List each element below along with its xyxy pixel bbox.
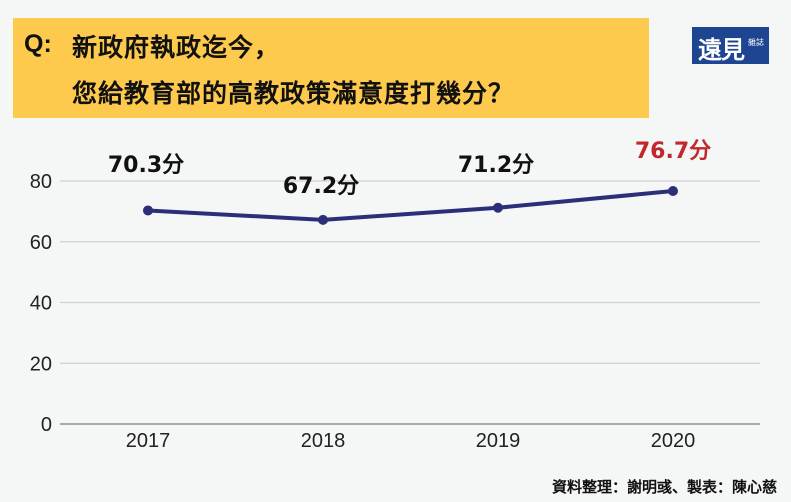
question-line-1: 新政府執政迄今，	[72, 33, 281, 62]
logo-main-text: 遠見	[698, 35, 745, 64]
logo-sub-text: 雜誌	[748, 38, 764, 47]
data-point-marker	[668, 186, 678, 197]
data-label: 70.3分	[108, 153, 184, 178]
question-box	[13, 18, 649, 118]
x-tick-label: 2017	[126, 430, 171, 452]
y-tick-label: 80	[30, 171, 52, 193]
y-tick-label: 0	[41, 414, 52, 436]
question-line-2: 您給教育部的高教政策滿意度打幾分？	[72, 79, 515, 108]
y-tick-label: 60	[30, 232, 52, 254]
x-tick-label: 2020	[651, 430, 696, 452]
brand-logo: 遠見 雜誌	[692, 27, 769, 64]
data-point-marker	[318, 214, 328, 225]
x-tick-label: 2018	[301, 430, 346, 452]
y-tick-label: 40	[30, 293, 52, 315]
data-point-marker	[493, 202, 503, 213]
data-label: 76.7分	[635, 139, 711, 164]
x-tick-label: 2019	[476, 430, 521, 452]
series-line	[147, 189, 674, 222]
data-point-marker	[143, 205, 153, 216]
question-label: Q:	[24, 30, 52, 58]
data-label: 67.2分	[283, 174, 359, 199]
y-tick-label: 20	[30, 353, 52, 375]
source-credit: 資料整理：謝明彧、製表：陳心慈	[551, 478, 777, 496]
data-label: 71.2分	[458, 153, 534, 178]
